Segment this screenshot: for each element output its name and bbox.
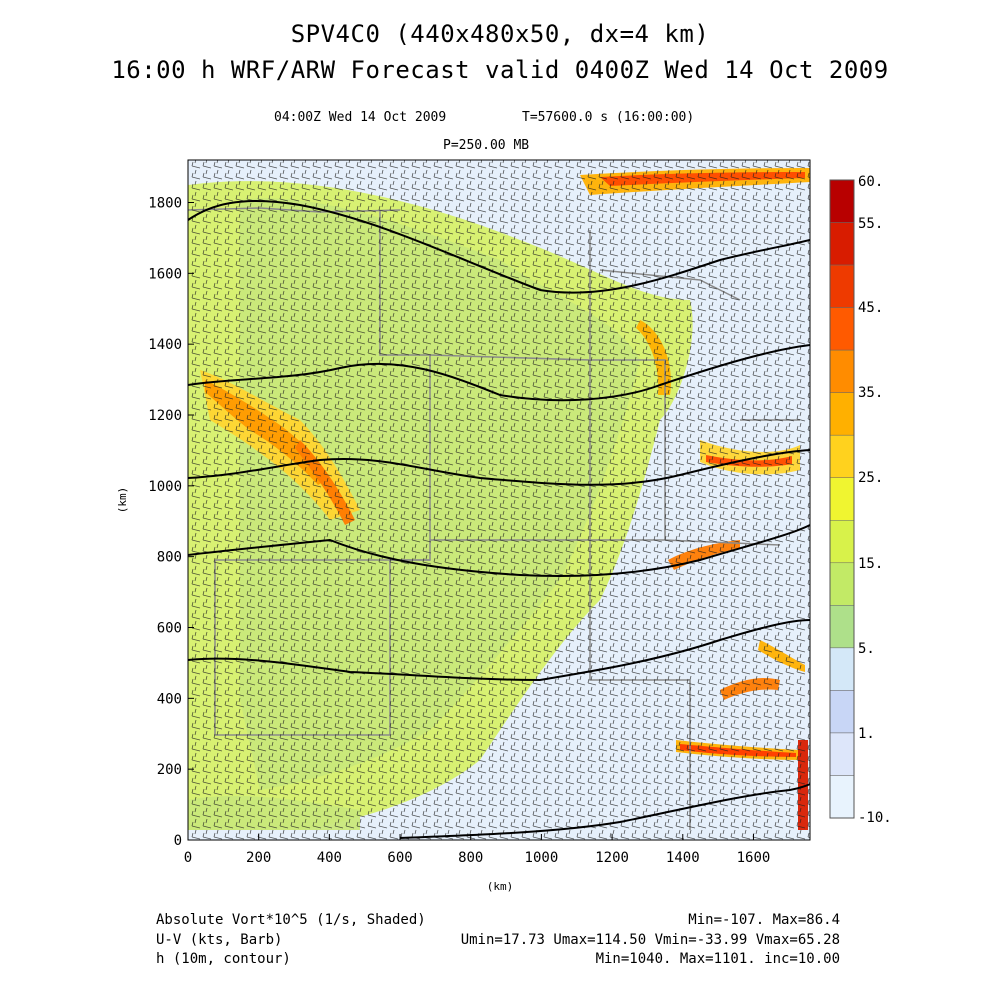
- colorbar-label: 55.: [858, 216, 883, 232]
- height-contour-5: [399, 783, 810, 839]
- colorbar-label: 60.: [858, 174, 883, 190]
- colorbar-swatch: [829, 434, 855, 478]
- x-tick-label: 200: [246, 850, 271, 866]
- y-tick-label: 600: [157, 621, 182, 637]
- y-axis-label: (km): [116, 487, 129, 514]
- y-tick-label: 0: [174, 833, 182, 849]
- subtitle-seconds: T=57600.0 s (16:00:00): [522, 110, 695, 125]
- x-axis: 0 200 400 600 800 1000 1200 1400 1600: [184, 834, 771, 866]
- vorticity-region-16: [188, 795, 360, 830]
- x-tick-label: 600: [387, 850, 412, 866]
- colorbar-swatch: [829, 562, 855, 606]
- height-contour-1: [188, 344, 810, 402]
- vorticity-region-7: [636, 320, 671, 395]
- y-tick-label: 800: [157, 550, 182, 566]
- footer-height-label: h (10m, contour): [156, 951, 291, 967]
- colorbar-swatch: [829, 690, 855, 734]
- x-tick-label: 800: [458, 850, 483, 866]
- colorbar-swatch: [829, 775, 855, 819]
- colorbar-label: 35.: [858, 385, 883, 401]
- wind-barbs: [191, 160, 810, 840]
- colorbar-swatch: [829, 264, 855, 308]
- footer-height-stats: Min=1040. Max=1101. inc=10.00: [595, 951, 840, 967]
- vorticity-region-15: [758, 640, 805, 672]
- height-contour-4: [188, 619, 810, 682]
- colorbar-label: 1.: [858, 726, 875, 742]
- colorbar-label: 15.: [858, 556, 883, 572]
- vorticity-region-1: [240, 198, 640, 790]
- colorbar-frame: [829, 179, 855, 819]
- colorbar-swatch: [829, 477, 855, 521]
- y-tick-label: 400: [157, 691, 182, 707]
- y-tick-label: 200: [157, 762, 182, 778]
- footer-vort-label: Absolute Vort*10^5 (1/s, Shaded): [156, 912, 426, 928]
- y-axis: 0 200 400 600 800 1000 1200 1400 1600 1800: [148, 196, 194, 849]
- colorbar-swatch: [829, 392, 855, 436]
- x-tick-label: 0: [184, 850, 192, 866]
- x-tick-label: 1200: [595, 850, 629, 866]
- colorbar-swatch: [829, 520, 855, 564]
- plot-frame: [187, 159, 811, 841]
- title-line-2: 16:00 h WRF/ARW Forecast valid 0400Z Wed…: [111, 56, 889, 84]
- colorbar-label: -10.: [858, 810, 892, 826]
- colorbar-swatch: [829, 222, 855, 266]
- height-contour-3: [188, 524, 810, 578]
- footer-wind-label: U-V (kts, Barb): [156, 932, 283, 948]
- title-line-1: SPV4C0 (440x480x50, dx=4 km): [290, 20, 710, 48]
- x-tick-label: 400: [317, 850, 342, 866]
- y-tick-label: 1000: [148, 479, 182, 495]
- colorbar-swatch: [829, 605, 855, 649]
- state-border-5: [664, 539, 781, 546]
- colorbar-label: 25.: [858, 470, 883, 486]
- subtitle-level: P=250.00 MB: [443, 138, 530, 153]
- y-tick-label: 1600: [148, 266, 182, 282]
- height-contours: [188, 199, 810, 839]
- colorbar: 60. 55. 45. 35. 25. 15. 5. 1. -10.: [829, 174, 892, 826]
- colorbar-swatch: [829, 349, 855, 393]
- colorbar-swatch: [829, 179, 855, 223]
- state-border-3: [429, 354, 591, 541]
- state-border-8: [599, 269, 741, 301]
- wind-barb-field: [191, 160, 810, 840]
- colorbar-swatch: [829, 732, 855, 776]
- colorbar-swatch: [829, 307, 855, 351]
- footer-vort-stats: Min=-107. Max=86.4: [688, 912, 840, 928]
- footer-wind-stats: Umin=17.73 Umax=114.50 Vmin=-33.99 Vmax=…: [460, 932, 840, 948]
- colorbar-label: 45.: [858, 300, 883, 316]
- colorbar-label: 5.: [858, 641, 875, 657]
- y-tick-label: 1200: [148, 408, 182, 424]
- height-contour-2: [188, 449, 810, 486]
- x-axis-label: (km): [487, 880, 514, 893]
- subtitle-time: 04:00Z Wed 14 Oct 2009: [274, 110, 447, 125]
- x-tick-label: 1600: [737, 850, 771, 866]
- y-tick-label: 1800: [148, 196, 182, 212]
- y-tick-label: 1400: [148, 337, 182, 353]
- vorticity-region-14: [798, 740, 808, 830]
- height-contour-0: [188, 199, 810, 294]
- colorbar-swatch: [829, 647, 855, 691]
- x-tick-label: 1000: [525, 850, 559, 866]
- x-tick-label: 1400: [666, 850, 700, 866]
